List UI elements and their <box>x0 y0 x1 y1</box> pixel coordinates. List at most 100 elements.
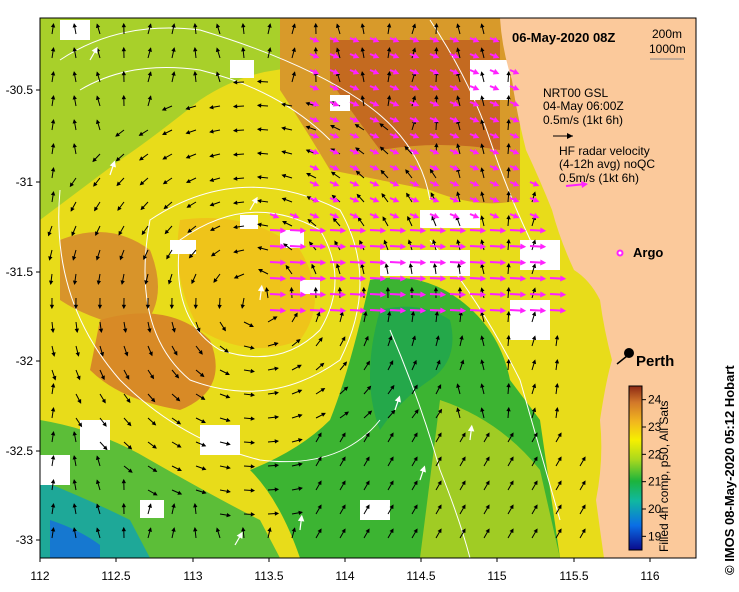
current-arrowhead <box>312 52 320 59</box>
current-arrowhead <box>50 527 56 532</box>
current-arrowhead <box>380 259 387 266</box>
current-arrowhead <box>557 432 562 438</box>
current-arrowhead <box>432 52 440 59</box>
current-arrowhead <box>480 311 485 316</box>
current-arrowhead <box>412 148 420 155</box>
current-arrowhead <box>354 124 360 129</box>
current-arrowhead <box>140 205 145 211</box>
current-arrowhead <box>320 243 327 250</box>
current-arrowhead <box>531 263 537 269</box>
y-tick-label: -31 <box>16 175 34 189</box>
current-arrowhead <box>49 304 55 310</box>
current-arrowhead <box>330 171 336 176</box>
current-arrowhead <box>312 36 320 43</box>
current-arrowhead <box>506 118 511 124</box>
current-arrowhead <box>332 164 340 171</box>
current-arrowhead <box>226 512 231 518</box>
current-arrowhead <box>436 359 441 365</box>
colorbar-tick-label: 21 <box>648 475 662 489</box>
current-arrowhead <box>412 116 420 123</box>
current-arrowhead <box>456 95 461 100</box>
current-arrowhead <box>472 164 480 171</box>
current-arrowhead <box>472 132 480 139</box>
current-arrowhead <box>102 422 107 427</box>
current-arrowhead <box>461 456 466 462</box>
current-arrowhead <box>509 504 514 510</box>
current-arrowhead <box>250 416 256 421</box>
current-arrowhead <box>410 311 416 316</box>
x-tick-label: 115.5 <box>559 569 588 583</box>
current-arrowhead <box>413 480 418 486</box>
current-arrowhead <box>492 148 500 155</box>
current-arrowhead <box>452 116 460 123</box>
x-axis: 112 112.5 113 113.5 114 114.5 115 115.5 116 <box>30 558 660 583</box>
current-arrowhead <box>341 480 346 486</box>
current-arrowhead <box>305 149 311 154</box>
current-arrowhead <box>126 421 132 427</box>
current-arrowhead <box>213 278 218 283</box>
y-tick-label: -32 <box>16 354 34 368</box>
current-arrowhead <box>381 193 386 198</box>
current-arrowhead <box>95 455 101 461</box>
current-arrowhead <box>274 415 280 420</box>
current-arrowhead <box>258 268 263 273</box>
current-arrowhead <box>121 70 127 76</box>
colorbar-tick-label: 23 <box>648 420 662 434</box>
map-area[interactable] <box>40 18 696 558</box>
current-arrowhead <box>412 100 420 107</box>
current-arrowhead <box>298 462 303 467</box>
current-arrowhead <box>171 527 176 532</box>
current-arrowhead <box>166 254 171 260</box>
current-arrowhead <box>187 228 193 233</box>
current-arrowhead <box>392 180 400 187</box>
current-arrowhead <box>162 155 168 160</box>
current-arrowhead <box>171 503 176 508</box>
current-arrowhead <box>193 502 198 508</box>
nrt-current-arrows <box>47 22 586 539</box>
current-arrowhead <box>533 480 538 486</box>
current-arrowhead <box>512 68 520 75</box>
current-arrowhead <box>420 307 427 314</box>
current-arrowhead <box>215 23 221 29</box>
current-arrowhead <box>93 182 98 187</box>
current-arrowhead <box>289 286 294 292</box>
current-arrowhead <box>280 307 287 314</box>
current-arrowhead <box>360 259 367 266</box>
current-arrowhead <box>121 478 127 484</box>
nrt-current-arrows-white <box>89 46 475 546</box>
current-arrowhead <box>512 148 520 155</box>
current-arrowhead <box>147 47 152 52</box>
current-arrowhead <box>506 310 511 316</box>
current-arrowhead <box>520 275 527 282</box>
current-arrowhead <box>240 304 245 309</box>
current-arrowhead <box>434 94 439 100</box>
current-arrowhead <box>77 399 82 404</box>
current-arrowhead <box>250 464 256 469</box>
current-arrowhead <box>432 164 440 171</box>
current-arrowhead <box>176 443 182 448</box>
current-arrowhead <box>540 291 547 298</box>
current-arrowhead <box>128 468 133 473</box>
current-arrowhead <box>460 359 465 365</box>
current-arrowhead <box>512 212 520 219</box>
current-arrowhead <box>100 375 105 381</box>
current-arrowhead <box>392 116 400 123</box>
current-arrowhead <box>432 100 440 107</box>
current-arrowhead <box>47 231 52 237</box>
current-arrowhead <box>392 212 400 219</box>
current-arrowhead <box>532 180 540 187</box>
current-arrowhead <box>420 227 427 234</box>
current-arrowhead <box>148 351 153 357</box>
current-arrowhead <box>413 384 418 390</box>
current-arrowhead <box>76 375 81 381</box>
current-arrowhead <box>332 116 340 123</box>
current-arrowhead <box>480 191 485 196</box>
current-arrowhead <box>432 180 440 187</box>
current-arrowhead <box>139 156 144 161</box>
current-arrowhead <box>320 387 326 393</box>
current-arrowhead <box>500 275 507 282</box>
x-tick-label: 114 <box>335 569 354 583</box>
colorbar-ticks: 24 23 22 21 20 19 <box>642 393 662 543</box>
current-arrowhead <box>118 230 123 236</box>
current-arrowhead <box>121 304 127 310</box>
